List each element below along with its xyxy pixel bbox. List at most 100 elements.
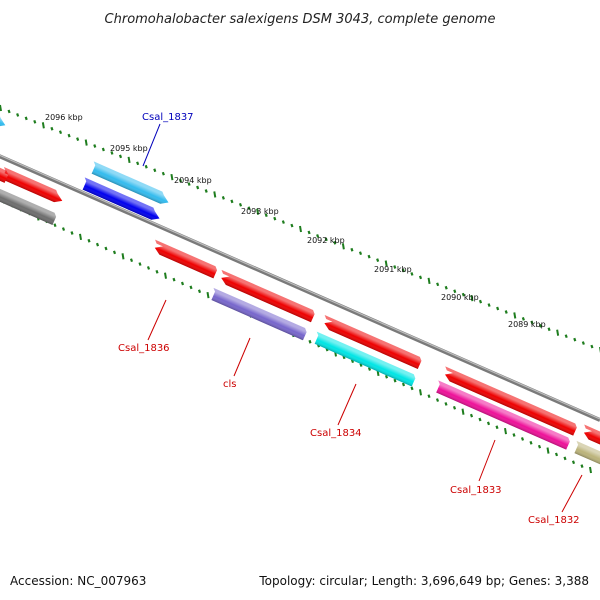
scale-tick <box>264 213 268 218</box>
scale-tick <box>61 227 66 231</box>
scale-tick <box>155 269 159 274</box>
gene-label-csal-1837[interactable]: Csal_1837 <box>142 112 194 123</box>
scale-tick <box>470 294 474 302</box>
scale-tick <box>504 427 507 435</box>
scale-label-2089: 2089 kbp <box>508 320 546 329</box>
scale-tick <box>478 299 483 304</box>
scale-tick <box>401 268 405 273</box>
scale-tick <box>204 189 208 193</box>
scale-tick <box>129 258 134 263</box>
scale-label-2093: 2093 kbp <box>241 207 279 216</box>
gene-label-csal-1834[interactable]: Csal_1834 <box>310 428 362 439</box>
gene-blue-1837[interactable] <box>80 177 163 222</box>
genome-summary-text: Topology: circular; Length: 3,696,649 bp… <box>259 574 589 588</box>
accession-text: Accession: NC_007963 <box>10 574 147 588</box>
map-title: Chromohalobacter salexigens DSM 3043, co… <box>105 12 496 27</box>
scale-tick <box>161 171 165 176</box>
scale-tick <box>461 408 465 415</box>
scale-tick <box>24 116 28 121</box>
gene-red-1834-top[interactable] <box>320 315 423 370</box>
scale-tick <box>589 466 592 474</box>
gene-label-csal-1833[interactable]: Csal_1833 <box>450 485 502 496</box>
scale-tick <box>538 323 543 328</box>
label-leader-line <box>142 123 161 167</box>
scale-tick <box>580 464 584 468</box>
outer-scale-ring <box>0 104 600 354</box>
gene-red-left-top[interactable] <box>0 167 65 205</box>
scale-tick <box>281 220 285 224</box>
scale-tick <box>461 292 465 297</box>
scale-tick <box>118 154 123 159</box>
scale-tick <box>453 289 457 294</box>
scale-tick <box>367 254 371 259</box>
gene-red-cls-top[interactable] <box>217 269 316 323</box>
scale-tick <box>435 398 440 402</box>
gene-red-1836[interactable] <box>150 239 218 279</box>
gene-label-cls[interactable]: cls <box>223 379 237 390</box>
scale-tick <box>307 230 311 235</box>
scale-tick <box>213 191 217 198</box>
scale-tick <box>16 113 20 117</box>
scale-tick <box>112 250 117 255</box>
scale-tick <box>0 104 2 112</box>
gene-magenta-1833[interactable] <box>433 380 571 450</box>
scale-tick <box>573 337 577 342</box>
label-leader-line <box>233 337 251 377</box>
gene-olive-1832[interactable] <box>572 440 600 466</box>
scale-tick <box>308 339 312 344</box>
scale-tick <box>520 437 525 441</box>
genome-backbone-highlight <box>0 154 600 420</box>
scale-tick <box>537 444 542 449</box>
scale-label-2094: 2094 kbp <box>174 176 212 185</box>
scale-tick <box>393 265 397 269</box>
scale-tick <box>546 447 550 454</box>
scale-tick <box>136 161 140 166</box>
gene-slate-cls[interactable] <box>209 287 308 341</box>
scale-tick <box>144 164 148 169</box>
gene-label-csal-1836[interactable]: Csal_1836 <box>118 343 170 354</box>
scale-tick <box>496 306 500 311</box>
scale-tick <box>590 344 594 349</box>
scale-tick <box>419 389 422 396</box>
scale-tick <box>393 378 397 383</box>
scale-tick <box>187 182 191 186</box>
scale-tick <box>172 277 176 282</box>
scale-tick <box>529 440 533 445</box>
scale-tick <box>101 147 105 152</box>
scale-tick <box>299 225 302 233</box>
scale-tick <box>571 460 576 465</box>
gene-skyblue-left-edge[interactable] <box>0 110 8 130</box>
gene-red-right-edge[interactable] <box>579 424 600 446</box>
scale-label-2090: 2090 kbp <box>441 293 479 302</box>
scale-tick <box>146 266 151 270</box>
scale-tick <box>384 374 389 379</box>
scale-tick <box>410 272 414 276</box>
scale-tick <box>164 272 167 279</box>
scale-tick <box>197 289 202 294</box>
scale-tick <box>170 173 174 181</box>
scale-tick <box>84 139 88 146</box>
gene-skyblue-1837[interactable] <box>89 161 172 206</box>
scale-tick <box>418 275 423 280</box>
scale-tick <box>513 312 517 319</box>
gene-gray-left[interactable] <box>0 187 57 225</box>
scale-tick <box>127 156 131 164</box>
scale-tick <box>180 281 185 286</box>
scale-tick <box>410 386 414 391</box>
scale-tick <box>427 277 431 285</box>
scale-tick <box>512 433 516 437</box>
gene-red-1833-top[interactable] <box>440 366 578 436</box>
genome-backbone <box>0 154 600 422</box>
scale-tick <box>581 341 585 345</box>
scale-tick <box>358 251 363 256</box>
scale-label-2095: 2095 kbp <box>110 144 148 153</box>
scale-tick <box>238 202 243 207</box>
gene-red-left-edge[interactable] <box>0 165 9 183</box>
scale-tick <box>324 237 328 242</box>
scale-tick <box>79 233 82 241</box>
gene-label-csal-1832[interactable]: Csal_1832 <box>528 515 580 526</box>
scale-tick <box>444 285 448 290</box>
gene-cyan-1834[interactable] <box>312 331 417 387</box>
label-leader-line <box>337 383 357 426</box>
